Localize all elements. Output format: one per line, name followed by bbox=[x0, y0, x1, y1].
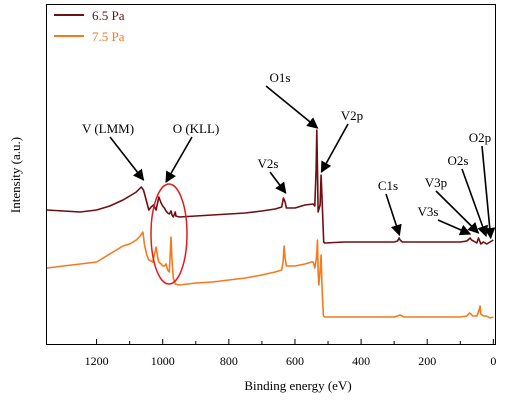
legend-label-7-5-pa: 7.5 Pa bbox=[92, 29, 125, 44]
annotation-arrows bbox=[109, 85, 496, 240]
x-tick-label: 1000 bbox=[151, 354, 175, 368]
arrow-o-kll bbox=[165, 136, 193, 183]
arrow-o2s bbox=[461, 168, 488, 238]
annotation-o-kll: O (KLL) bbox=[173, 121, 220, 136]
arrow-v3s bbox=[437, 219, 472, 236]
x-axis-tick-labels: 1200 1000 800 600 400 200 0 bbox=[85, 354, 497, 368]
x-tick-label: 1200 bbox=[85, 354, 109, 368]
o-kll-highlight-ellipse bbox=[150, 183, 188, 285]
legend: 6.5 Pa 7.5 Pa bbox=[54, 8, 125, 44]
x-tick-label: 200 bbox=[418, 354, 436, 368]
arrow-v2s bbox=[269, 171, 287, 194]
annotation-o2p: O2p bbox=[469, 130, 491, 145]
annotation-v2p: V2p bbox=[341, 108, 363, 123]
annotation-o2s: O2s bbox=[448, 153, 469, 168]
x-tick-label: 600 bbox=[286, 354, 304, 368]
annotation-o1s: O1s bbox=[270, 70, 291, 85]
annotation-v3p: V3p bbox=[425, 175, 447, 190]
series-line-6-5-pa bbox=[46, 129, 494, 245]
arrow-v2p bbox=[320, 123, 349, 173]
annotation-c1s: C1s bbox=[378, 178, 398, 193]
y-axis-label: Intensity (a.u.) bbox=[8, 137, 23, 213]
x-axis-label: Binding energy (eV) bbox=[244, 378, 351, 393]
annotation-v3s: V3s bbox=[418, 204, 439, 219]
x-tick-label: 400 bbox=[352, 354, 370, 368]
legend-label-6-5-pa: 6.5 Pa bbox=[92, 8, 125, 23]
plot-frame bbox=[46, 4, 496, 345]
arrow-o1s bbox=[265, 85, 319, 129]
arrow-c1s bbox=[385, 193, 402, 237]
x-axis-ticks bbox=[96, 339, 494, 344]
annotation-v2s: V2s bbox=[258, 156, 279, 171]
annotation-v-lmm: V (LMM) bbox=[82, 121, 134, 136]
arrow-v3p bbox=[435, 190, 480, 234]
arrow-o2p bbox=[481, 145, 496, 240]
x-tick-label: 0 bbox=[490, 354, 496, 368]
series-line-7-5-pa bbox=[46, 231, 494, 319]
x-tick-label: 800 bbox=[220, 354, 238, 368]
series-layer bbox=[46, 129, 494, 319]
arrow-v-lmm bbox=[109, 136, 145, 181]
